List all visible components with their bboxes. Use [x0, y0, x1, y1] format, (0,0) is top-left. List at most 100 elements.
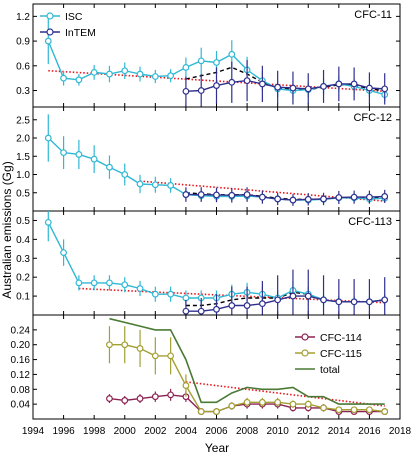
data-point [304, 400, 312, 408]
data-point [258, 300, 266, 308]
y-tick-label: 0.4 [16, 235, 30, 246]
data-point [197, 191, 205, 198]
data-point [197, 57, 205, 65]
panel-cfc11: 0.3 0.6 0.9 1.2 CFC-11 ISC InTEM [16, 3, 401, 108]
data-point [335, 194, 343, 201]
panel-cfc114_115: 0.04 0.08 0.12 0.16 0.20 0.24 CFC-114 CFC-115 to… [11, 314, 401, 420]
data-point [366, 298, 373, 306]
data-point [197, 307, 205, 315]
data-point [136, 70, 144, 78]
data-point [121, 171, 129, 178]
model-dashed-line [185, 192, 385, 201]
model-dashed-line [185, 66, 385, 92]
data-point [366, 193, 373, 201]
data-point [274, 195, 282, 203]
y-tick-label: 0.12 [11, 370, 31, 381]
data-point [381, 85, 389, 93]
series-dashed-cfc12 [185, 192, 385, 201]
y-tick-label: 0.24 [11, 325, 31, 336]
data-point [136, 285, 144, 292]
data-point [75, 76, 83, 84]
data-point [121, 341, 129, 349]
y-tick-label: 0.08 [11, 385, 31, 396]
legend-entry: CFC-115 [320, 348, 362, 360]
x-axis: 1994 1996 1998 2000 2002 2004 2006 2008 2010 2012… [22, 426, 412, 437]
data-point [243, 191, 251, 198]
data-point [213, 305, 220, 313]
data-point [167, 391, 175, 399]
y-tick-label: 0.04 [11, 400, 31, 411]
data-point [121, 281, 129, 289]
data-point [258, 80, 266, 88]
data-point [90, 155, 98, 163]
data-point [213, 82, 220, 89]
data-point [381, 296, 389, 304]
x-tick-label: 1996 [52, 426, 75, 437]
data-point [213, 408, 220, 415]
series-dashed-cfc11 [185, 66, 385, 92]
data-point [106, 163, 113, 171]
series-cfc-115-cfc114_115 [106, 326, 389, 415]
data-point [151, 73, 159, 80]
y-axis-title: Australian emissions (Gg) [0, 161, 14, 298]
data-point [182, 64, 190, 71]
x-axis-title: Year [205, 441, 229, 455]
legend-swatch-marker [46, 28, 54, 36]
y-tick-label: 0.20 [11, 340, 31, 351]
data-point [44, 218, 52, 226]
data-point [258, 398, 266, 406]
series-intem-cfc12 [182, 187, 389, 206]
data-point [136, 395, 144, 402]
legend-swatch-marker [301, 333, 309, 341]
y-tick-label: 2.5 [16, 115, 30, 126]
data-point [136, 345, 144, 352]
data-point [106, 341, 113, 349]
y-tick-label: 0.2 [16, 273, 30, 284]
series-intem-cfc113 [182, 269, 389, 315]
data-point [304, 85, 312, 93]
y-tick-label: 2.0 [16, 134, 30, 145]
x-tick-label: 2000 [114, 426, 137, 437]
series-total-cfc114_115 [109, 317, 385, 405]
x-tick-label: 1994 [22, 426, 45, 437]
data-point [289, 400, 297, 408]
y-tick-label: 0.5 [16, 188, 30, 199]
data-point [182, 191, 190, 198]
legend-swatch-marker [301, 349, 309, 357]
data-point [151, 393, 159, 401]
data-point [151, 352, 159, 360]
data-point [60, 74, 67, 82]
x-tick-label: 2002 [144, 426, 167, 437]
data-point [320, 296, 327, 304]
y-tick-label: 0.3 [16, 254, 30, 265]
data-point [350, 80, 358, 88]
y-tick-label: 0.1 [16, 292, 30, 303]
data-point [381, 193, 389, 200]
y-tick-label: 0.9 [16, 37, 30, 48]
legend-entry: total [320, 364, 340, 376]
series-line [109, 317, 385, 405]
data-point [320, 195, 327, 203]
legend-entry: CFC-114 [320, 332, 362, 344]
data-point [151, 181, 159, 189]
x-tick-label: 2016 [358, 426, 381, 437]
panel-label-cfc12: CFC-12 [353, 112, 392, 124]
data-point [106, 70, 113, 78]
data-point [335, 298, 343, 306]
data-point [289, 84, 297, 92]
data-point [60, 249, 67, 257]
panel-label-cfc11: CFC-11 [354, 9, 392, 21]
panel-cfc12: 0.5 1.0 1.5 2.0 2.5 CFC-12 [16, 106, 401, 212]
data-point [381, 408, 389, 415]
y-tick-label: 0.6 [16, 61, 30, 72]
data-point [121, 67, 129, 75]
data-point [243, 398, 251, 406]
data-point [44, 37, 52, 45]
x-tick-label: 2012 [297, 426, 320, 437]
data-point [44, 134, 52, 142]
data-point [228, 302, 236, 309]
data-point [60, 149, 67, 157]
data-point [213, 191, 220, 199]
y-tick-label: 1.0 [16, 170, 30, 181]
